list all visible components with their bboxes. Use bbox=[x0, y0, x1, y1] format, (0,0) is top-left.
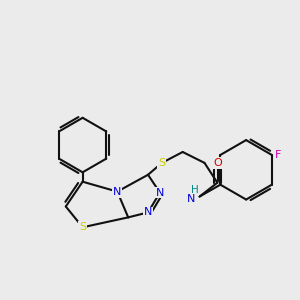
Text: S: S bbox=[158, 158, 166, 168]
Text: F: F bbox=[274, 150, 281, 160]
Text: N: N bbox=[144, 207, 152, 218]
Text: N: N bbox=[113, 187, 122, 196]
Text: N: N bbox=[156, 188, 164, 198]
Text: H: H bbox=[191, 185, 199, 195]
Text: N: N bbox=[186, 194, 195, 203]
Text: S: S bbox=[79, 222, 86, 232]
Text: O: O bbox=[213, 158, 222, 168]
